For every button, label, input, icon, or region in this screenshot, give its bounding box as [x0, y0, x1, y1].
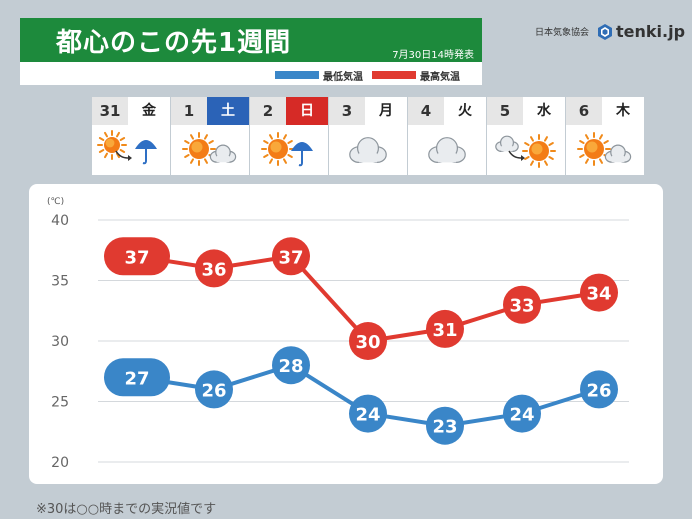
day-weekday: 月 — [365, 97, 407, 125]
brand-logo: tenki.jp — [616, 22, 686, 41]
data-label: 37 — [124, 247, 149, 268]
data-marker — [195, 370, 233, 409]
tenki-logo-icon — [598, 23, 613, 40]
day-weather — [171, 125, 249, 175]
data-label: 28 — [278, 356, 303, 377]
day-weekday: 火 — [444, 97, 486, 125]
legend-min-label: 最低気温 — [323, 71, 363, 83]
cloud-then-sun-icon — [495, 134, 556, 168]
data-marker — [104, 237, 170, 276]
sun-with-cloud-icon — [577, 132, 632, 166]
day-weather — [408, 125, 486, 175]
y-unit-label: (℃) — [47, 197, 64, 207]
legend-max-swatch — [372, 71, 416, 79]
issued-time: 7月30日14時発表 — [392, 50, 474, 61]
data-marker — [426, 309, 464, 348]
data-marker — [426, 406, 464, 445]
y-tick-label: 25 — [51, 395, 69, 411]
day-weather — [487, 125, 565, 175]
data-marker — [272, 346, 310, 385]
y-tick-label: 20 — [51, 455, 69, 471]
day-date: 31 — [92, 97, 128, 125]
data-marker — [349, 394, 387, 433]
y-tick-label: 40 — [51, 213, 69, 229]
data-marker — [580, 370, 618, 409]
data-label: 26 — [201, 380, 226, 401]
day-weather — [329, 125, 407, 175]
brand: 日本気象協会 tenki.jp — [535, 22, 685, 41]
brand-org: 日本気象協会 — [535, 28, 590, 38]
data-label: 26 — [586, 380, 611, 401]
legend-max-label: 最高気温 — [420, 71, 460, 83]
footnote: ※30は○○時までの実況値です — [36, 502, 217, 517]
day-date: 2 — [250, 97, 286, 125]
temperature-chart: (℃) 20 25 30 35 40 37 36 37 30 31 33 34 27 26 28 24 23 24 2… — [47, 197, 629, 471]
cloud-icon — [428, 137, 466, 163]
data-marker — [349, 322, 387, 360]
day-weekday: 木 — [602, 97, 644, 125]
data-label: 24 — [355, 405, 380, 426]
sun-with-cloud-icon — [182, 132, 237, 166]
day-weather — [566, 125, 644, 175]
legend-min: 最低気温 — [275, 69, 363, 83]
y-tick-label: 35 — [51, 274, 69, 290]
data-marker — [104, 358, 170, 397]
day-date: 4 — [408, 97, 444, 125]
day-0: 31 金 — [92, 97, 170, 175]
day-weather — [92, 125, 170, 175]
day-weekday: 日 — [286, 97, 328, 125]
day-date: 1 — [171, 97, 207, 125]
day-date: 3 — [329, 97, 365, 125]
data-label: 33 — [509, 296, 534, 317]
data-label: 34 — [586, 284, 611, 305]
day-weekday: 水 — [523, 97, 565, 125]
data-label: 31 — [432, 320, 457, 341]
legend-max: 最高気温 — [372, 69, 460, 83]
day-weekday: 土 — [207, 97, 249, 125]
data-marker — [195, 249, 233, 288]
day-strip: 31 金 1 土 2 日 3 月 4 火 5 水 6 木 — [92, 97, 644, 175]
data-label: 23 — [432, 417, 457, 438]
data-marker — [503, 285, 541, 324]
sun-with-rain-icon — [261, 132, 313, 167]
sun-then-rain-icon — [97, 130, 157, 165]
data-marker — [503, 394, 541, 433]
y-tick-label: 30 — [51, 334, 69, 350]
legend-min-swatch — [275, 71, 319, 79]
day-date: 6 — [566, 97, 602, 125]
data-marker — [580, 273, 618, 312]
page-title: 都心のこの先1週間 — [56, 28, 292, 58]
data-label: 24 — [509, 405, 534, 426]
data-label: 27 — [124, 368, 149, 389]
day-weekday: 金 — [128, 97, 170, 125]
data-label: 36 — [201, 259, 226, 280]
forecast-header: 都心のこの先1週間 7月30日14時発表 最低気温 最高気温 — [20, 18, 482, 85]
data-label: 37 — [278, 247, 303, 268]
cloud-icon — [349, 137, 387, 163]
day-date: 5 — [487, 97, 523, 125]
data-marker — [272, 237, 310, 276]
day-weather — [250, 125, 328, 175]
chart-panel: (℃) 20 25 30 35 40 37 36 37 30 31 33 34 27 26 28 24 23 24 2… — [29, 184, 663, 484]
data-label: 30 — [355, 332, 380, 353]
title-band — [20, 18, 482, 62]
